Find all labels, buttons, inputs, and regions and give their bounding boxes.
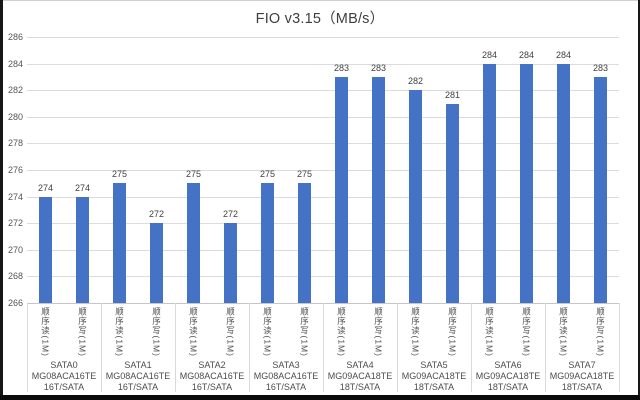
category-label: 顺序读(1M) bbox=[262, 307, 273, 357]
group-label: SATA4 MG09ACA18TE 18T/SATA bbox=[327, 360, 393, 392]
y-tick-label: 274 bbox=[7, 191, 23, 202]
category-label: 顺序写(1M) bbox=[521, 307, 532, 357]
y-tick-label: 282 bbox=[7, 85, 23, 96]
gridline bbox=[27, 90, 619, 92]
bar bbox=[520, 63, 533, 303]
bar bbox=[409, 90, 422, 303]
category-label: 顺序写(1M) bbox=[299, 307, 310, 357]
bar-value-label: 283 bbox=[333, 62, 350, 73]
group-separator bbox=[397, 303, 398, 392]
frame-edge-left bbox=[0, 0, 3, 400]
bar bbox=[224, 223, 237, 303]
bar bbox=[261, 183, 274, 303]
bar-value-label: 272 bbox=[222, 209, 239, 220]
bar-value-label: 274 bbox=[74, 182, 91, 193]
group-separator bbox=[471, 303, 472, 392]
category-label: 顺序读(1M) bbox=[410, 307, 421, 357]
category-label: 顺序读(1M) bbox=[40, 307, 51, 357]
category-label: 顺序写(1M) bbox=[151, 307, 162, 357]
gridline bbox=[27, 223, 619, 225]
category-label: 顺序写(1M) bbox=[373, 307, 384, 357]
bar bbox=[113, 183, 126, 303]
gridline bbox=[27, 63, 619, 65]
bar-value-label: 284 bbox=[555, 49, 572, 60]
group-separator bbox=[323, 303, 324, 392]
y-tick-label: 286 bbox=[7, 32, 23, 42]
frame-edge-right bbox=[638, 0, 640, 400]
bar-value-label: 275 bbox=[296, 169, 313, 180]
gridline bbox=[27, 196, 619, 198]
bar-value-label: 281 bbox=[444, 89, 461, 100]
gridline bbox=[27, 37, 619, 38]
y-tick-label: 280 bbox=[7, 111, 23, 122]
bar-value-label: 282 bbox=[407, 76, 424, 87]
chart-title: FIO v3.15（MB/s） bbox=[255, 11, 385, 27]
bar bbox=[298, 183, 311, 303]
group-separator bbox=[27, 303, 28, 392]
bar bbox=[557, 63, 570, 303]
gridline bbox=[27, 116, 619, 118]
bar-value-label: 283 bbox=[592, 62, 609, 73]
category-label: 顺序写(1M) bbox=[447, 307, 458, 357]
bar bbox=[594, 76, 607, 303]
y-tick-label: 268 bbox=[7, 271, 23, 282]
group-label: SATA5 MG09ACA18TE 18T/SATA bbox=[401, 360, 467, 392]
group-separator bbox=[249, 303, 250, 392]
group-label: SATA6 MG09ACA18TE 18T/SATA bbox=[475, 360, 541, 392]
y-tick-label: 278 bbox=[7, 138, 23, 149]
category-label: 顺序读(1M) bbox=[188, 307, 199, 357]
bar-value-label: 284 bbox=[518, 49, 535, 60]
bar-value-label: 272 bbox=[148, 209, 165, 220]
gridline bbox=[27, 276, 619, 278]
group-separator bbox=[175, 303, 176, 392]
y-tick-label: 266 bbox=[7, 298, 23, 308]
category-label: 顺序写(1M) bbox=[595, 307, 606, 357]
category-label: 顺序读(1M) bbox=[484, 307, 495, 357]
group-separator bbox=[545, 303, 546, 392]
bar-value-label: 275 bbox=[185, 169, 202, 180]
bar bbox=[150, 223, 163, 303]
bar-value-label: 284 bbox=[481, 49, 498, 60]
group-label: SATA3 MG08ACA16TE 16T/SATA bbox=[253, 360, 319, 392]
bar bbox=[335, 76, 348, 303]
group-label: SATA0 MG08ACA16TE 16T/SATA bbox=[31, 360, 97, 392]
bar bbox=[483, 63, 496, 303]
frame-edge-bottom bbox=[0, 395, 640, 400]
y-tick-label: 284 bbox=[7, 58, 23, 69]
bar bbox=[372, 76, 385, 303]
gridline bbox=[27, 170, 619, 171]
category-label: 顺序读(1M) bbox=[336, 307, 347, 357]
category-label: 顺序写(1M) bbox=[225, 307, 236, 357]
bar-value-label: 275 bbox=[111, 169, 128, 180]
group-label: SATA2 MG08ACA16TE 16T/SATA bbox=[179, 360, 245, 392]
y-tick-label: 270 bbox=[7, 244, 23, 255]
frame-edge-top bbox=[0, 0, 640, 1]
group-label: SATA1 MG08ACA16TE 16T/SATA bbox=[105, 360, 171, 392]
gridline bbox=[27, 143, 619, 145]
group-label: SATA7 MG09ACA18TE 18T/SATA bbox=[549, 360, 615, 392]
y-tick-label: 276 bbox=[7, 165, 23, 175]
category-label: 顺序读(1M) bbox=[114, 307, 125, 357]
y-tick-label: 272 bbox=[7, 218, 23, 229]
bar bbox=[76, 196, 89, 303]
gridline bbox=[27, 249, 619, 251]
bar-value-label: 275 bbox=[259, 169, 276, 180]
bar-value-label: 283 bbox=[370, 62, 387, 73]
category-label: 顺序读(1M) bbox=[558, 307, 569, 357]
bar bbox=[39, 196, 52, 303]
category-label: 顺序写(1M) bbox=[77, 307, 88, 357]
group-separator bbox=[619, 303, 620, 392]
group-separator bbox=[101, 303, 102, 392]
bar-value-label: 274 bbox=[37, 182, 54, 193]
bar bbox=[187, 183, 200, 303]
bar bbox=[446, 103, 459, 303]
